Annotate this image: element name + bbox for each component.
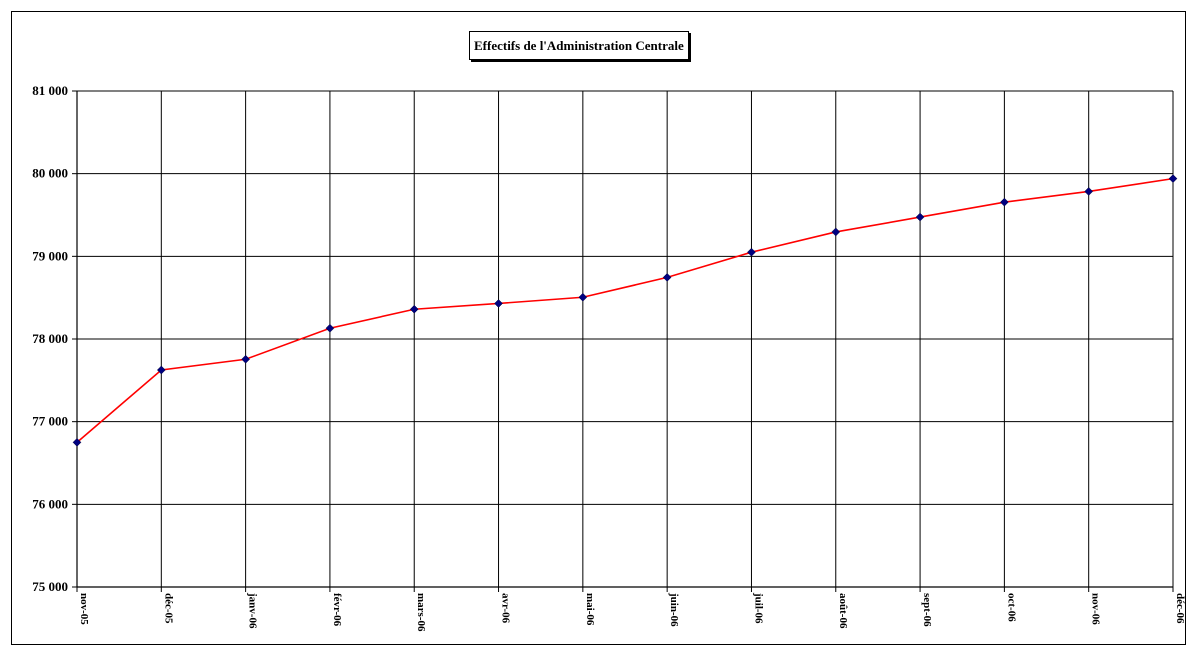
data-point-marker xyxy=(494,299,503,308)
y-axis-tick-labels: 75 000 76 000 77 000 78 000 79 000 80 000 81 0… xyxy=(32,83,68,594)
data-point-marker xyxy=(241,354,250,364)
y-tick-label: 80 000 xyxy=(32,166,68,181)
x-tick-label: mai-06 xyxy=(584,593,596,626)
y-tick-label: 81 000 xyxy=(32,83,68,98)
data-point-marker xyxy=(578,292,588,302)
series-line xyxy=(76,177,1174,443)
data-point-marker xyxy=(1084,187,1094,196)
axes xyxy=(72,90,1174,592)
x-tick-label: oct-06 xyxy=(1005,593,1017,622)
x-tick-label: janv-06 xyxy=(247,592,259,629)
x-tick-label: avr-06 xyxy=(500,593,512,624)
x-tick-label: sept-06 xyxy=(921,593,933,627)
chart-frame xyxy=(11,11,1186,645)
data-point-marker xyxy=(747,247,756,257)
x-tick-label: juin-06 xyxy=(668,592,680,627)
y-tick-label: 77 000 xyxy=(32,414,68,429)
data-point-marker xyxy=(1168,174,1178,183)
x-tick-label: août-06 xyxy=(837,593,849,629)
y-tick-label: 79 000 xyxy=(32,248,68,263)
data-point-marker xyxy=(831,227,841,237)
data-point-marker xyxy=(409,304,419,314)
y-tick-label: 78 000 xyxy=(32,331,68,346)
y-tick-label: 75 000 xyxy=(32,579,68,594)
data-point-marker xyxy=(156,365,166,375)
x-axis-tick-labels: nov-05 déc-05 janv-06 févr-06 mars-06 avr-06 m… xyxy=(78,592,1186,632)
x-tick-label: déc-05 xyxy=(162,593,174,624)
series xyxy=(72,174,1178,447)
x-tick-label: nov-06 xyxy=(1090,593,1102,625)
grid xyxy=(76,90,1174,588)
x-tick-label: mars-06 xyxy=(415,593,427,632)
chart-title: Effectifs de l'Administration Centrale xyxy=(469,31,689,60)
x-tick-label: juil-06 xyxy=(752,592,764,624)
data-point-marker xyxy=(325,323,335,333)
x-tick-label: déc-06 xyxy=(1174,593,1186,624)
data-point-marker xyxy=(662,273,672,282)
data-point-marker xyxy=(72,437,82,447)
data-point-marker xyxy=(915,212,925,222)
y-tick-label: 76 000 xyxy=(32,496,68,511)
data-point-marker xyxy=(1000,197,1009,207)
x-tick-label: nov-05 xyxy=(78,593,90,625)
x-tick-label: févr-06 xyxy=(331,593,343,627)
